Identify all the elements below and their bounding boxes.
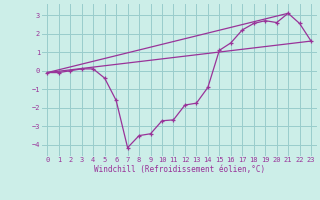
- X-axis label: Windchill (Refroidissement éolien,°C): Windchill (Refroidissement éolien,°C): [94, 165, 265, 174]
